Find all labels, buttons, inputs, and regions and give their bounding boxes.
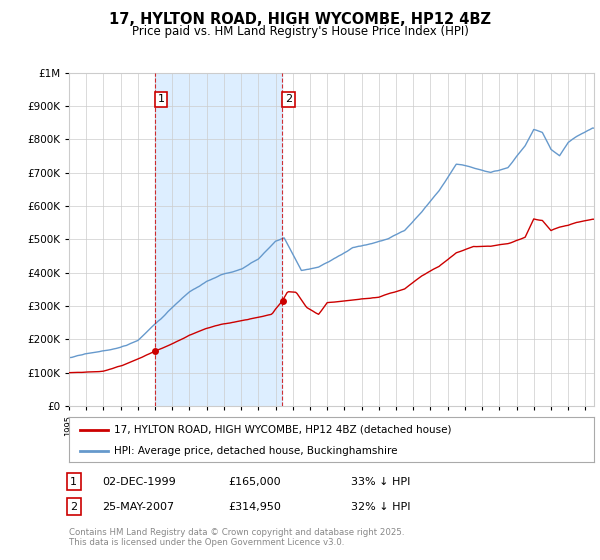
Text: HPI: Average price, detached house, Buckinghamshire: HPI: Average price, detached house, Buck…	[113, 446, 397, 456]
Text: £165,000: £165,000	[228, 477, 281, 487]
Text: £314,950: £314,950	[228, 502, 281, 512]
Text: 1: 1	[158, 95, 164, 105]
Text: 1: 1	[70, 477, 77, 487]
Text: 25-MAY-2007: 25-MAY-2007	[102, 502, 174, 512]
Text: Contains HM Land Registry data © Crown copyright and database right 2025.
This d: Contains HM Land Registry data © Crown c…	[69, 528, 404, 547]
Text: 02-DEC-1999: 02-DEC-1999	[102, 477, 176, 487]
Text: Price paid vs. HM Land Registry's House Price Index (HPI): Price paid vs. HM Land Registry's House …	[131, 25, 469, 38]
Text: 17, HYLTON ROAD, HIGH WYCOMBE, HP12 4BZ (detached house): 17, HYLTON ROAD, HIGH WYCOMBE, HP12 4BZ …	[113, 424, 451, 435]
Text: 2: 2	[285, 95, 292, 105]
Text: 2: 2	[70, 502, 77, 512]
Bar	[155, 73, 283, 406]
Text: 32% ↓ HPI: 32% ↓ HPI	[351, 502, 410, 512]
Text: 17, HYLTON ROAD, HIGH WYCOMBE, HP12 4BZ: 17, HYLTON ROAD, HIGH WYCOMBE, HP12 4BZ	[109, 12, 491, 27]
Text: 33% ↓ HPI: 33% ↓ HPI	[351, 477, 410, 487]
